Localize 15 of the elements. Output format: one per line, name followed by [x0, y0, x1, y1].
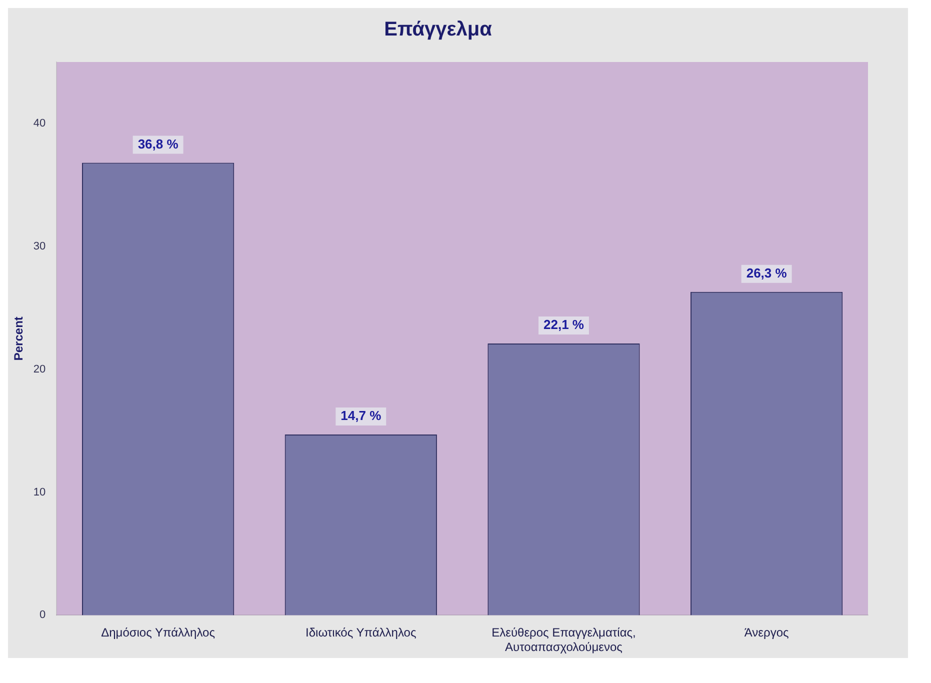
data-label: 36,8 %	[138, 136, 179, 152]
x-tick-label: Ιδιωτικός Υπάλληλος	[306, 626, 416, 640]
y-tick-label: 40	[33, 118, 46, 130]
chart-title: Επάγγελμα	[384, 18, 493, 41]
y-tick-label: 30	[33, 240, 46, 252]
y-tick-label: 0	[40, 609, 46, 622]
x-tick-label: Δημόσιος Υπάλληλος	[101, 626, 216, 640]
y-tick-label: 20	[33, 363, 46, 376]
x-tick-label: Άνεργος	[744, 626, 790, 640]
y-tick-label: 10	[33, 486, 46, 498]
data-label: 26,3 %	[746, 265, 788, 280]
data-label: 14,7 %	[340, 408, 382, 424]
data-label: 22,1 %	[543, 317, 584, 332]
y-axis-title: Percent	[12, 316, 26, 361]
x-tick-label: Ελεύθερος Επαγγελματίας, Αυτοαπασχολούμενος	[492, 626, 636, 654]
